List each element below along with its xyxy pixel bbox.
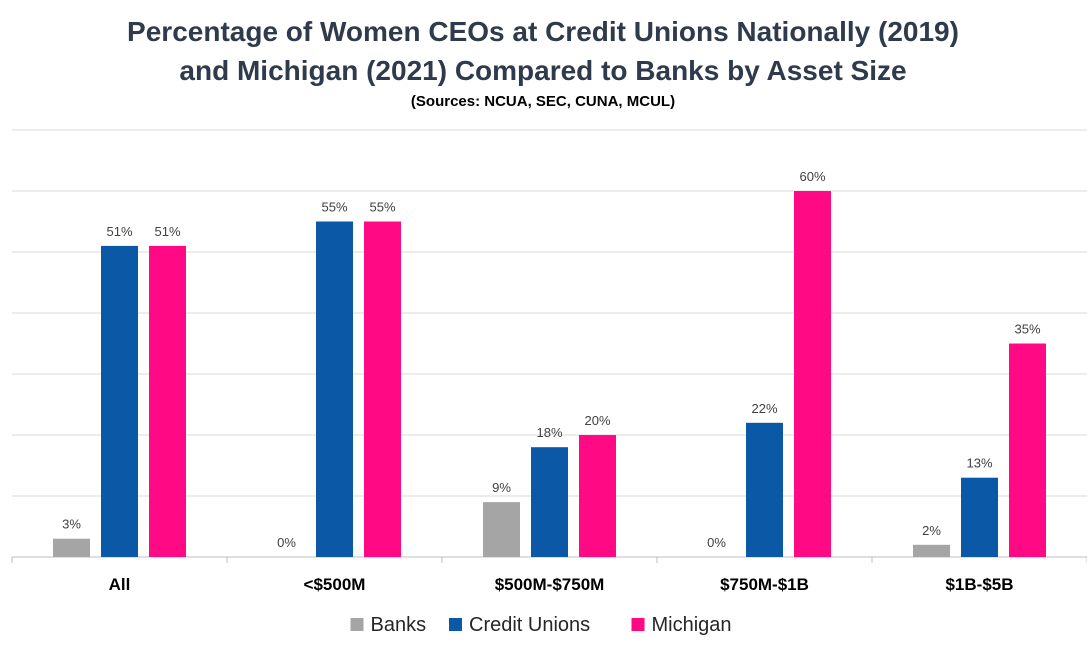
bar-michigan-1b-5b (1009, 343, 1046, 557)
data-label-banks-all: 3% (62, 517, 81, 532)
data-label-banks-500m: 0% (277, 535, 296, 550)
data-label-michigan-1b-5b: 35% (1014, 322, 1040, 337)
x-tick-label: <$500M (304, 575, 366, 594)
data-label-michigan-500m-750m: 20% (584, 413, 610, 428)
chart-subtitle: (Sources: NCUA, SEC, CUNA, MCUL) (411, 93, 675, 110)
data-label-banks-500m-750m: 9% (492, 480, 511, 495)
bar-credit-unions-500m (316, 221, 353, 557)
bar-credit-unions-500m-750m (531, 447, 568, 557)
legend-label-credit-unions: Credit Unions (469, 614, 590, 636)
chart-title-line1: Percentage of Women CEOs at Credit Union… (127, 16, 959, 47)
legend-swatch-michigan (631, 618, 645, 631)
data-labels: 3% 51% 51% 0% 55% 55% 9% 18% 20% 0% 22% 60% 2% 13% 35% (62, 169, 1041, 550)
x-tick-label: $1B-$5B (945, 575, 1013, 594)
bar-credit-unions-all (101, 245, 138, 557)
x-tick-label: $500M-$750M (495, 575, 605, 594)
bar-michigan-750m-1b (794, 191, 831, 557)
bar-michigan-500m (364, 221, 401, 557)
data-label-michigan-500m: 55% (369, 200, 395, 215)
legend-swatch-banks (350, 618, 364, 631)
data-label-credit-unions-all: 51% (106, 224, 132, 239)
x-tick-label: All (109, 575, 131, 594)
bar-banks-500m-750m (483, 502, 520, 557)
legend-label-banks: Banks (371, 614, 427, 636)
bars (53, 191, 1046, 557)
bar-banks-all (53, 538, 90, 557)
bar-banks-1b-5b (913, 544, 950, 557)
data-label-banks-1b-5b: 2% (922, 523, 941, 538)
legend-label-michigan: Michigan (652, 614, 732, 636)
chart-title-line2: and Michigan (2021) Compared to Banks by… (179, 55, 906, 86)
data-label-credit-unions-750m-1b: 22% (751, 401, 777, 416)
data-label-michigan-750m-1b: 60% (799, 169, 825, 184)
legend-swatch-credit-unions (449, 618, 462, 631)
legend: Banks Credit Unions Michigan (350, 614, 732, 636)
data-label-credit-unions-500m-750m: 18% (536, 425, 562, 440)
gridlines (12, 129, 1087, 558)
bar-michigan-500m-750m (579, 435, 616, 557)
bar-credit-unions-1b-5b (961, 477, 998, 557)
data-label-credit-unions-500m: 55% (321, 200, 347, 215)
x-tick-label: $750M-$1B (720, 575, 809, 594)
bar-credit-unions-750m-1b (746, 422, 783, 557)
bar-michigan-all (149, 245, 186, 557)
data-label-credit-unions-1b-5b: 13% (966, 456, 992, 471)
data-label-banks-750m-1b: 0% (707, 535, 726, 550)
data-label-michigan-all: 51% (154, 224, 180, 239)
x-axis: All <$500M $500M-$750M $750M-$1B $1B-$5B (11, 557, 1087, 594)
